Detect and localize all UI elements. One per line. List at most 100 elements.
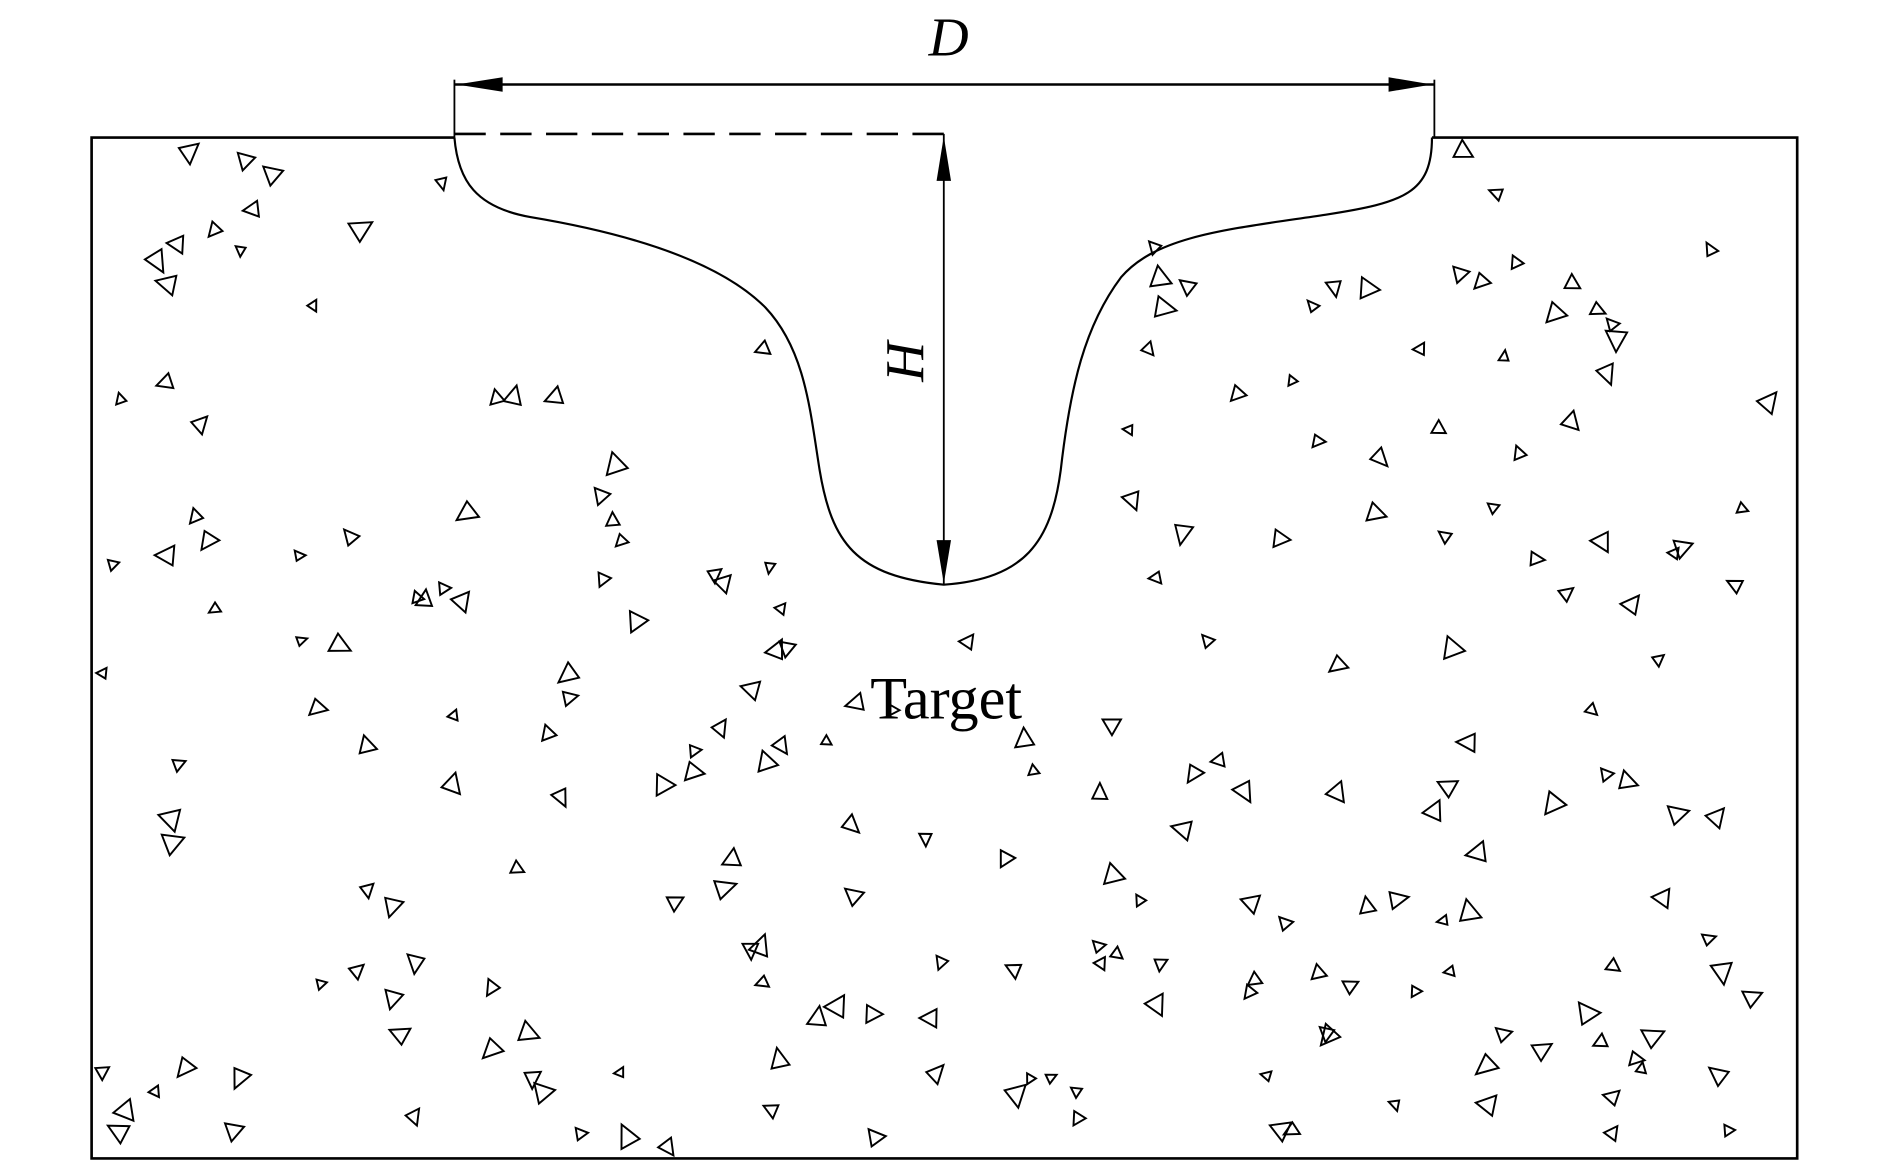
aggregate-particle [1410, 340, 1426, 357]
aggregate-particle [171, 758, 188, 774]
aggregate-particle [1703, 806, 1726, 831]
aggregate-particle [1359, 275, 1382, 300]
aggregate-particle [106, 558, 122, 573]
aggregate-particle [1442, 634, 1467, 661]
aggregate-particle [240, 199, 261, 219]
aggregate-particle [683, 760, 707, 782]
aggregate-particle [293, 549, 308, 563]
aggregate-particle [358, 733, 379, 755]
aggregate-particle [93, 1066, 111, 1083]
target-label: Target [870, 666, 1022, 733]
aggregate-particle [1543, 789, 1569, 816]
aggregate-particle [1725, 579, 1745, 596]
aggregate-particle [481, 1036, 506, 1060]
aggregate-particle [1153, 958, 1170, 974]
aggregate-particle [1420, 798, 1442, 823]
aggregate-particle [154, 371, 175, 390]
aggregate-particle [1435, 780, 1460, 800]
aggregate-particle [189, 414, 209, 437]
aggregate-particle [656, 1135, 675, 1158]
aggregate-particle [597, 571, 613, 589]
aggregate-particle [1740, 990, 1765, 1010]
aggregate-particle [1208, 751, 1226, 768]
aggregate-particle [709, 717, 727, 740]
aggregate-particle [438, 580, 454, 597]
aggregate-particle [611, 1065, 625, 1079]
aggregate-particle [1327, 653, 1351, 673]
aggregate-particle [1494, 1026, 1515, 1044]
aggregate-particle [720, 846, 743, 867]
aggregate-particle [1178, 278, 1199, 298]
aggregate-particle [1102, 861, 1127, 886]
aggregate-particle [1310, 962, 1329, 981]
aggregate-particle [1472, 271, 1493, 291]
aggregate-particle [1281, 1120, 1302, 1136]
aggregate-particle [1496, 347, 1510, 362]
aggregate-particle [1600, 1089, 1621, 1108]
aggregate-particle [485, 977, 502, 998]
aggregate-particle [1594, 362, 1614, 387]
aggregate-particle [200, 529, 222, 552]
aggregate-particle [1148, 263, 1174, 288]
aggregate-particle [770, 1045, 792, 1070]
aggregate-particle [342, 527, 362, 548]
aggregate-particle [307, 697, 330, 717]
aggregate-particle [593, 486, 613, 507]
aggregate-particle [819, 733, 834, 746]
aggregate-particle [688, 743, 704, 760]
aggregate-particle [1388, 890, 1411, 911]
arrowhead-right-icon [1388, 77, 1432, 92]
aggregate-particle [1169, 820, 1193, 843]
aggregate-particle [1306, 298, 1322, 314]
aggregate-particle [1368, 445, 1389, 468]
aggregate-particle [1268, 1121, 1293, 1144]
aggregate-particle [706, 567, 724, 586]
aggregate-particle [1577, 1000, 1603, 1027]
aggregate-particle [1358, 894, 1378, 915]
arrowhead-up-icon [936, 136, 952, 181]
aggregate-particle [294, 636, 310, 648]
aggregate-particle [1735, 500, 1751, 514]
depth-dimension [936, 133, 952, 585]
aggregate-particle [1649, 887, 1671, 910]
aggregate-particle [143, 247, 165, 275]
aggregate-particle [1120, 423, 1134, 437]
aggregate-particle [1634, 1060, 1648, 1075]
aggregate-particle [1003, 1083, 1028, 1110]
aggregate-particle [358, 882, 375, 901]
aggregate-particle [822, 993, 846, 1020]
aggregate-particle [1319, 1022, 1342, 1048]
aggregate-particle [1003, 963, 1023, 981]
aggregate-particle [1044, 1073, 1059, 1086]
aggregate-particle [1139, 339, 1155, 357]
aggregate-particle [924, 1063, 945, 1086]
aggregate-particle [501, 383, 522, 407]
aggregate-particle [1324, 280, 1342, 300]
aggregate-particle [605, 450, 630, 477]
aggregate-particle [1618, 593, 1641, 617]
aggregate-particle [753, 973, 771, 988]
aggregate-particle [574, 1126, 591, 1142]
aggregate-particle [738, 680, 762, 703]
aggregate-particle [1229, 383, 1249, 403]
aggregate-particle [865, 1003, 885, 1025]
aggregate-particle [153, 274, 178, 298]
aggregate-particle [1723, 1123, 1738, 1139]
aggregate-particle [753, 338, 772, 356]
aggregate-particle [176, 1055, 199, 1079]
aggregate-particle [1135, 892, 1148, 909]
aggregate-particle [1441, 964, 1456, 978]
aggregate-particle [1617, 768, 1640, 790]
aggregate-particle [1583, 701, 1599, 717]
aggregate-particle [384, 988, 405, 1012]
aggregate-particle [999, 848, 1018, 870]
aggregate-particle [711, 573, 733, 596]
aggregate-particle [1605, 317, 1622, 333]
aggregate-particle [655, 772, 678, 798]
aggregate-particle [1072, 1109, 1088, 1128]
aggregate-particle [1386, 1099, 1401, 1114]
aggregate-particle [956, 632, 975, 652]
aggregate-particle [1591, 1031, 1610, 1048]
aggregate-particle [556, 660, 581, 684]
